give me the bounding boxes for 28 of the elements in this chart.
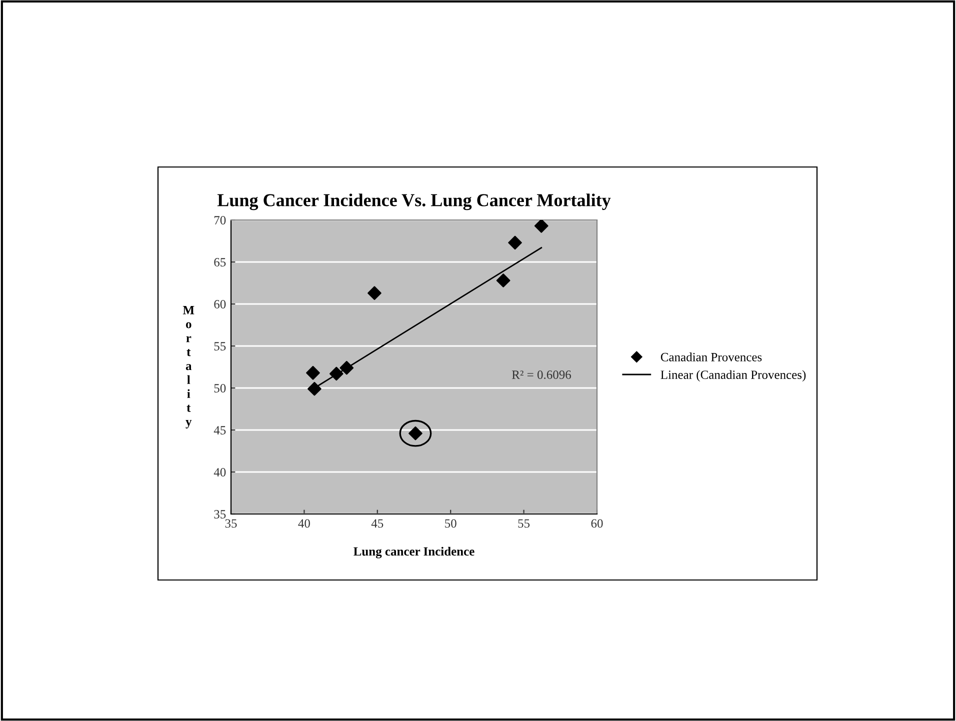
point [368, 286, 382, 300]
y-tick-label: 50 [214, 384, 226, 392]
x-tick-label: 50 [445, 519, 456, 528]
y-tick-label: 65 [214, 258, 226, 266]
x-axis-title: Lung cancer Incidence [354, 546, 474, 558]
point [496, 274, 510, 288]
point [306, 366, 320, 380]
x-tick-label: 35 [225, 519, 237, 528]
x-tick-label: 55 [518, 519, 530, 528]
point [508, 236, 522, 250]
point [534, 220, 548, 233]
y-tick-label: 55 [214, 342, 226, 350]
y-tick-label: 45 [214, 426, 226, 434]
chart-title: Lung Cancer Incidence Vs. Lung Cancer Mortality [217, 194, 611, 210]
y-tick-label: 40 [214, 468, 226, 476]
point [308, 382, 322, 396]
text: Mortality [182, 306, 194, 428]
point [340, 360, 354, 375]
legend-label: Linear (Canadian Provences) [660, 370, 806, 382]
x-tick-label: 60 [591, 519, 603, 528]
x-tick-label: 40 [298, 519, 310, 528]
y-tick-label: 70 [214, 216, 226, 224]
annotation: R² = 0.6096 [512, 370, 572, 380]
y-tick-label: 60 [214, 300, 226, 308]
y-tick-label: 35 [214, 510, 226, 518]
point [330, 366, 344, 381]
legend-label: Canadian Provences [660, 352, 762, 362]
x-tick-label: 45 [371, 519, 384, 528]
